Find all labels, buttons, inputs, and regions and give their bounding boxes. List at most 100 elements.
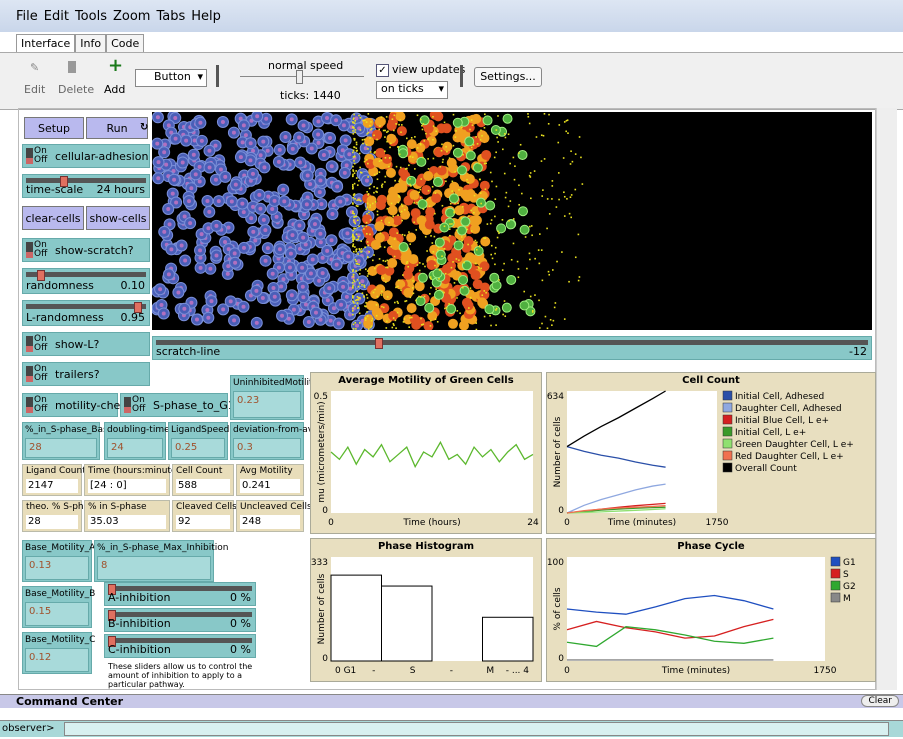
menu-item[interactable]: Tools — [75, 9, 107, 24]
slider[interactable]: scratch-line-12 — [152, 336, 872, 360]
plot-canvas: Phase Histogram3330Number of cells0 G1-S… — [311, 539, 541, 681]
ligand — [438, 278, 440, 280]
ligand — [393, 323, 395, 325]
ligand — [570, 217, 572, 219]
monitor-label: Cleaved Cells — [176, 502, 237, 512]
input-field[interactable]: 0.12 — [25, 648, 89, 672]
ligand — [385, 176, 387, 178]
button[interactable]: Setup — [24, 117, 84, 139]
tab[interactable]: Info — [75, 34, 106, 53]
scrollbar[interactable] — [876, 108, 897, 690]
ligand — [427, 199, 429, 201]
input-field[interactable]: 28 — [25, 438, 97, 458]
button[interactable]: clear-cells — [22, 206, 84, 230]
ligand — [352, 269, 354, 271]
ligand — [444, 308, 446, 310]
ligand — [384, 130, 386, 132]
ligand — [356, 177, 358, 179]
add-button[interactable]: Add — [104, 83, 125, 96]
slider-handle[interactable] — [375, 338, 383, 349]
nucleus — [277, 160, 281, 164]
ligand — [406, 261, 408, 263]
ligand — [543, 135, 545, 137]
nucleus — [277, 266, 281, 270]
ligand — [478, 163, 480, 165]
menu-item[interactable]: Tabs — [156, 9, 185, 24]
ligand — [458, 259, 460, 261]
input-field[interactable]: 0.15 — [25, 602, 89, 626]
menu-item[interactable]: File — [16, 9, 38, 24]
command-input[interactable] — [64, 722, 889, 736]
ligand — [372, 318, 374, 320]
widget-type-dropdown[interactable]: Button▾ — [135, 69, 207, 87]
clear-button[interactable]: Clear — [861, 695, 899, 707]
input-field[interactable]: 0.3 — [233, 438, 301, 458]
ligand — [578, 234, 580, 236]
input-field[interactable]: 0.25 — [171, 438, 225, 458]
ligand — [483, 238, 485, 240]
delete-button[interactable]: Delete — [58, 83, 94, 96]
menu-item[interactable]: Edit — [44, 9, 69, 24]
plot-canvas: Cell Count6340Number of cells01750Time (… — [547, 373, 875, 533]
edit-button[interactable]: Edit — [24, 83, 45, 96]
ligand — [419, 262, 421, 264]
tab[interactable]: Code — [106, 34, 144, 53]
ligand — [449, 228, 451, 230]
ligand — [352, 243, 354, 245]
ligand — [355, 270, 357, 272]
input-value: 0.3 — [237, 442, 253, 453]
ligand — [353, 156, 355, 158]
cell — [448, 163, 458, 173]
ligand — [491, 245, 493, 247]
nucleus — [281, 188, 285, 192]
ligand — [362, 292, 364, 294]
tab[interactable]: Interface — [16, 34, 75, 53]
legend-swatch — [723, 439, 732, 448]
menu-item[interactable]: Help — [191, 9, 221, 24]
ligand — [434, 259, 436, 261]
menu-item[interactable]: Zoom — [113, 9, 150, 24]
cell — [403, 270, 413, 280]
input-field[interactable]: 8 — [97, 556, 211, 580]
input-field[interactable]: 24 — [107, 438, 163, 458]
ligand — [377, 296, 379, 298]
cell — [375, 284, 385, 294]
ligand — [444, 225, 446, 227]
ligand — [474, 195, 476, 197]
ligand — [508, 206, 510, 208]
view-updates-checkbox[interactable]: ✓ — [376, 64, 389, 77]
ligand — [360, 129, 362, 131]
plot-title: Phase Histogram — [378, 541, 474, 552]
ligand — [399, 196, 401, 198]
nucleus — [273, 295, 277, 299]
nucleus — [232, 318, 236, 322]
ligand — [582, 183, 584, 185]
nucleus — [226, 272, 230, 276]
update-mode-dropdown[interactable]: on ticks▾ — [376, 81, 448, 99]
button[interactable]: Run — [86, 117, 148, 139]
monitor: Cell Count588 — [172, 464, 234, 496]
command-input-bar[interactable]: observer> — [0, 720, 903, 737]
speed-handle[interactable] — [296, 70, 303, 84]
settings-button[interactable]: Settings... — [474, 67, 542, 87]
input-field[interactable]: 0.23 — [233, 391, 301, 418]
ligand — [457, 202, 459, 204]
input-field[interactable]: 0.13 — [25, 556, 89, 580]
ligand — [484, 127, 486, 129]
button[interactable]: show-cells — [86, 206, 150, 230]
ligand — [563, 157, 565, 159]
ligand — [471, 147, 473, 149]
nucleus — [316, 119, 320, 123]
